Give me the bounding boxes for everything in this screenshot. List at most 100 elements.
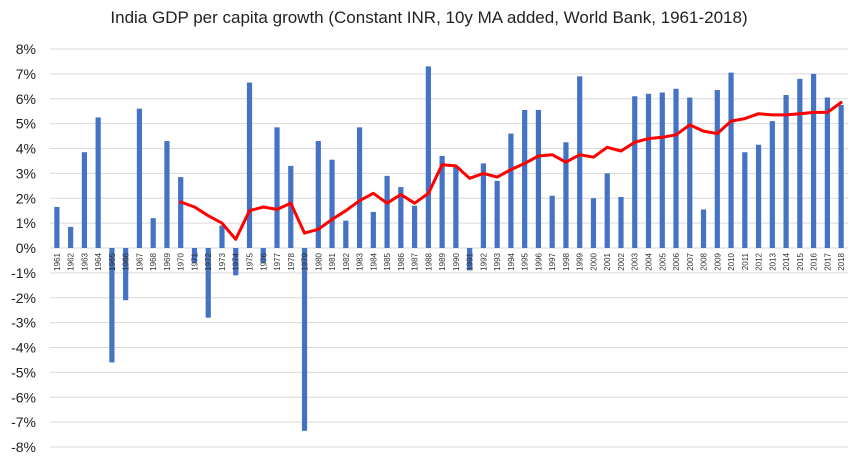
y-tick-label: -8% [11,439,36,455]
y-tick-label: -3% [11,315,36,331]
x-tick-label: 1963 [80,252,89,270]
x-tick-label: 2008 [700,252,709,270]
bar [274,127,280,248]
bar [205,248,211,318]
bar [150,218,156,248]
bar [577,76,583,248]
bar [783,95,789,248]
bar [824,97,830,248]
x-tick-label: 1970 [177,252,186,270]
x-tick-label: 1985 [383,252,392,270]
y-tick-label: -6% [11,389,36,405]
bar [136,108,143,248]
x-tick-label: 1962 [67,252,76,270]
x-tick-label: 1973 [218,252,227,270]
x-tick-label: 2003 [631,252,640,270]
x-tick-label: 2018 [837,252,846,270]
x-tick-labels: 1961 1962 1963 1964 1965 1966 1967 1968 1969 1970… [53,252,846,270]
x-tick-label: 1999 [576,252,585,270]
bar [370,211,376,248]
x-tick-label: 1990 [452,252,461,270]
x-tick-label: 1974 [232,252,241,270]
x-tick-label: 2007 [686,252,695,270]
y-tick-label: -1% [11,265,36,281]
bar [233,248,239,276]
bar [123,248,129,301]
x-tick-label: 2002 [617,252,626,270]
bar [260,248,266,263]
y-tick-label: 3% [16,165,36,181]
y-tick-label: 0% [16,240,36,256]
bar [522,109,528,248]
x-tick-label: 1965 [108,252,117,270]
bar [315,141,321,248]
bar [714,90,720,248]
bar [164,141,170,248]
x-tick-label: 1981 [328,252,337,270]
x-tick-label: 1992 [479,252,488,270]
bar [728,72,734,248]
bar [563,142,569,248]
bar [618,197,624,248]
x-tick-label: 2013 [768,252,777,270]
x-tick-label: 1988 [424,252,433,270]
bar [288,165,294,248]
x-tick-label: 1976 [259,252,268,270]
x-tick-label: 1989 [438,252,447,270]
x-tick-label: 2017 [823,252,832,270]
bar [590,198,597,248]
x-tick-label: 2001 [603,252,612,270]
bar [95,117,101,248]
y-tick-label: 4% [16,141,36,157]
bar [439,155,445,248]
bar [700,209,707,248]
y-tick-label: 6% [16,91,36,107]
gridlines [50,48,848,448]
bar [246,82,253,248]
x-tick-label: 1971 [190,252,199,270]
bar [659,92,665,248]
x-tick-label: 1978 [287,252,296,270]
bar [673,88,679,248]
x-tick-label: 2000 [589,252,598,270]
bar [219,225,225,248]
bar [645,93,652,249]
x-tick-label: 1995 [521,252,530,270]
bar [632,96,638,248]
x-tick-label: 1975 [246,252,255,270]
x-tick-label: 1993 [493,252,502,270]
x-tick-label: 1997 [548,252,557,270]
x-tick-label: 1977 [273,252,282,270]
x-tick-label: 1998 [562,252,571,270]
bar [412,205,418,248]
x-tick-label: 1972 [204,252,213,270]
bar [549,195,555,248]
x-tick-label: 2005 [658,252,667,270]
x-tick-label: 2015 [796,252,805,270]
x-tick-label: 2006 [672,252,681,270]
bar [453,167,459,248]
x-tick-label: 1983 [356,252,365,270]
bar [384,175,390,248]
bar [425,66,431,248]
y-tick-labels: -8% -7% -6% -5% -4% -3% -2% -1% 0% 1% 2% 3% 4% 5% 6% 7%… [11,41,36,455]
bar [467,248,473,271]
bar [178,177,184,248]
bar [769,121,775,248]
x-tick-label: 2004 [645,252,654,270]
bar [797,78,803,248]
x-tick-label: 1961 [53,252,62,270]
x-tick-label: 1986 [397,252,406,270]
moving-average-line [179,101,843,241]
y-tick-label: 8% [16,41,36,57]
bar [508,133,514,248]
x-tick-label: 2010 [727,252,736,270]
x-tick-label: 1966 [122,252,131,270]
x-tick-label: 1980 [314,252,323,270]
bar [343,220,349,248]
y-tick-label: -4% [11,340,36,356]
bar [109,248,115,363]
x-tick-label: 2011 [741,252,750,270]
y-tick-label: -5% [11,364,36,380]
